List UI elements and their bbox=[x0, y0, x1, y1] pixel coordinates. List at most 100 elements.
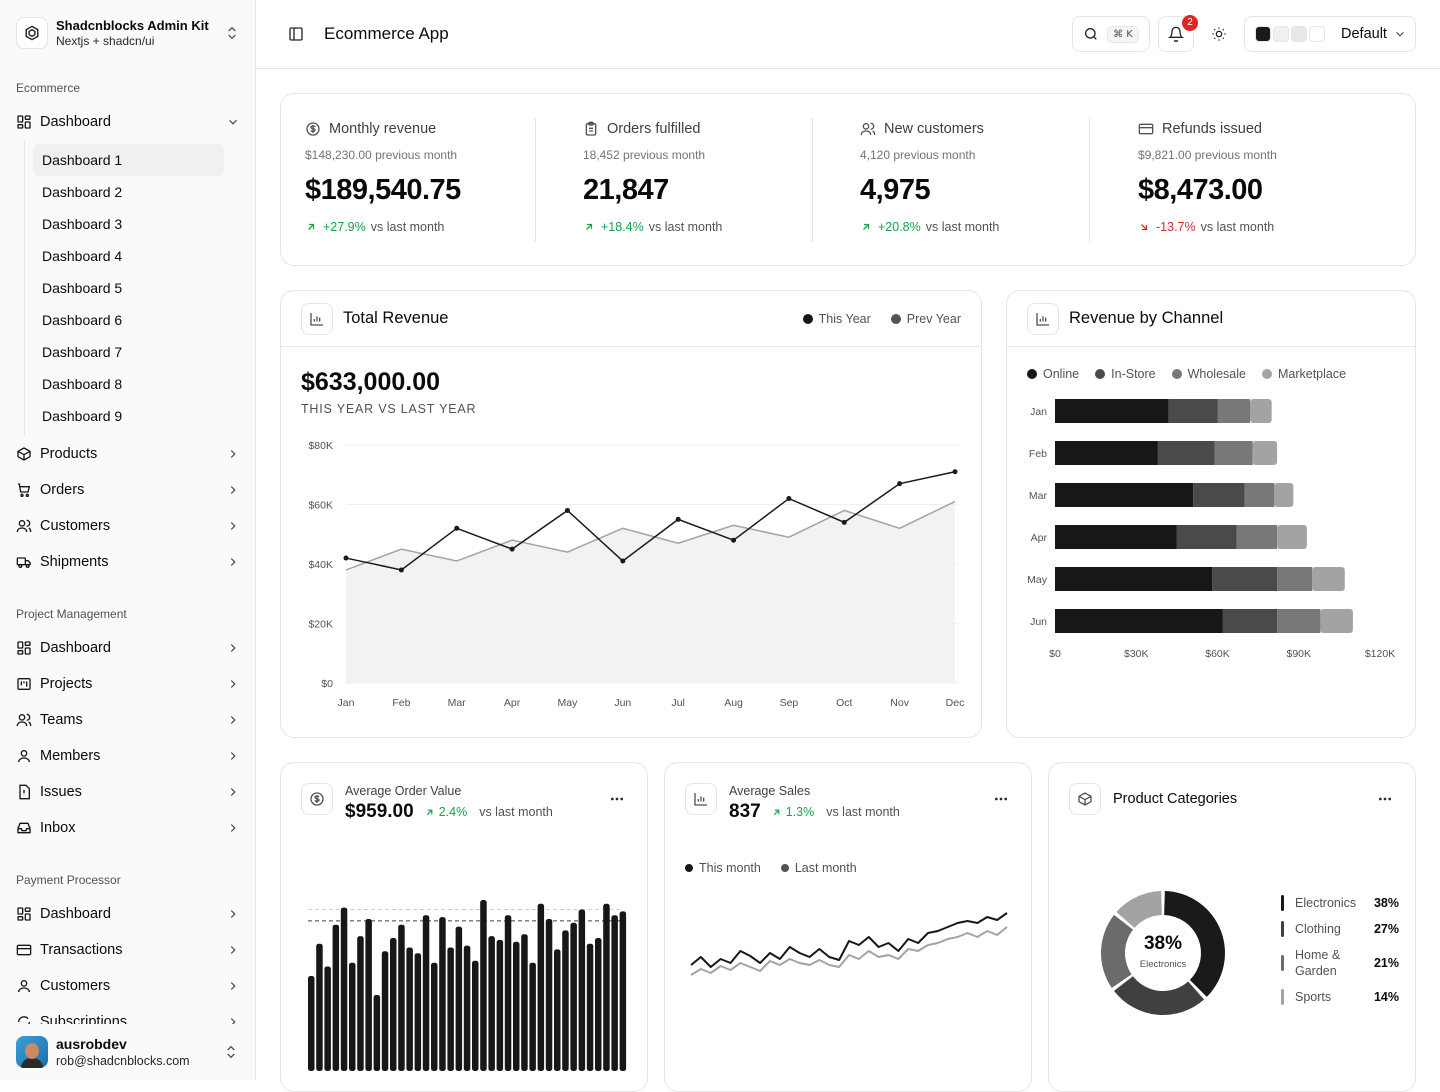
sidebar-subitem-dashboard-6[interactable]: Dashboard 6 bbox=[42, 312, 123, 328]
theme-select[interactable]: Default bbox=[1244, 16, 1416, 52]
notifications-button[interactable]: 2 bbox=[1158, 15, 1198, 52]
channel-bar-segment bbox=[1244, 483, 1275, 507]
prev-year-area bbox=[346, 501, 955, 683]
category-percent: 38% bbox=[1373, 896, 1399, 910]
sidebar-subitem-dashboard-2[interactable]: Dashboard 2 bbox=[42, 184, 123, 200]
sidebar-item-dashboard[interactable]: Dashboard bbox=[0, 104, 255, 140]
sidebar-subitem-dashboard-5[interactable]: Dashboard 5 bbox=[42, 280, 123, 296]
sidebar-item-label: Inbox bbox=[40, 820, 76, 836]
sidebar-item-pay-dashboard[interactable]: Dashboard bbox=[0, 896, 255, 932]
aov-bar bbox=[357, 936, 364, 1071]
more-horizontal-icon[interactable] bbox=[1375, 791, 1395, 807]
sidebar-item-pay-customers[interactable]: Customers bbox=[0, 968, 255, 1004]
sidebar-subitem-dashboard-7[interactable]: Dashboard 7 bbox=[42, 344, 123, 360]
aov-bar bbox=[586, 943, 594, 1071]
sidebar-item-label: Dashboard bbox=[40, 640, 111, 656]
average-order-value-card: Average Order Value $959.00 2.4% vs last … bbox=[280, 762, 648, 1092]
aov-bar bbox=[570, 922, 577, 1071]
channel-bar-segment bbox=[1055, 567, 1213, 591]
search-button[interactable]: ⌘ K bbox=[1072, 16, 1150, 52]
layout-grid-icon bbox=[17, 907, 31, 921]
stat-previous: $9,821.00 previous month bbox=[1138, 148, 1277, 162]
sidebar-toggle-icon[interactable] bbox=[288, 26, 304, 42]
chart-legend: This month Last month bbox=[685, 861, 857, 875]
sidebar-item-orders[interactable]: Orders bbox=[0, 472, 255, 508]
sidebar-item-shipments[interactable]: Shipments bbox=[0, 544, 255, 580]
channel-bar-segment bbox=[1277, 609, 1321, 633]
channel-bar-segment bbox=[1277, 525, 1307, 549]
team-switcher[interactable]: Shadcnblocks Admin Kit Nextjs + shadcn/u… bbox=[16, 16, 240, 50]
y-tick-label: Feb bbox=[1029, 448, 1047, 460]
legend-this-year: This Year bbox=[818, 311, 871, 326]
sidebar-item-products[interactable]: Products bbox=[0, 436, 255, 472]
aov-bar bbox=[545, 919, 553, 1071]
truck-icon bbox=[16, 557, 31, 568]
bell-icon bbox=[1168, 26, 1184, 42]
arrow-up-right-icon bbox=[773, 809, 780, 815]
aov-bar bbox=[578, 909, 586, 1071]
sidebar-item-projects[interactable]: Projects bbox=[0, 666, 255, 702]
sidebar-item-teams[interactable]: Teams bbox=[0, 702, 255, 738]
x-tick-label: Apr bbox=[504, 697, 521, 709]
sidebar-item-inbox[interactable]: Inbox bbox=[0, 810, 255, 846]
sidebar-item-issues[interactable]: Issues bbox=[0, 774, 255, 810]
more-horizontal-icon[interactable] bbox=[991, 791, 1011, 807]
sidebar-item-members[interactable]: Members bbox=[0, 738, 255, 774]
x-tick-label: $120K bbox=[1365, 648, 1395, 660]
theme-swatch bbox=[1291, 26, 1307, 42]
donut-center-label: Electronics bbox=[1139, 959, 1187, 970]
sidebar-item-label: Customers bbox=[40, 978, 111, 994]
category-legend-item: Sports 14% bbox=[1281, 989, 1399, 1005]
x-tick-label: Nov bbox=[890, 697, 909, 709]
channel-bar-segment bbox=[1176, 525, 1237, 549]
sidebar-subitem-dashboard-4[interactable]: Dashboard 4 bbox=[42, 248, 123, 264]
y-tick-label: Mar bbox=[1029, 490, 1048, 502]
sidebar-item-label: Transactions bbox=[40, 942, 123, 958]
sidebar-subitem-dashboard-3[interactable]: Dashboard 3 bbox=[42, 216, 123, 232]
category-name: Clothing bbox=[1295, 922, 1341, 936]
x-tick-label: $30K bbox=[1124, 648, 1149, 660]
this-year-point bbox=[731, 537, 737, 543]
more-horizontal-icon[interactable] bbox=[607, 791, 627, 807]
channel-bar-segment bbox=[1193, 483, 1245, 507]
sidebar-subitem-dashboard-9[interactable]: Dashboard 9 bbox=[42, 408, 123, 424]
sales-line-this-month bbox=[690, 912, 1008, 968]
aov-bar bbox=[316, 943, 323, 1071]
sun-icon[interactable] bbox=[1211, 26, 1227, 42]
group-label-project-management: Project Management bbox=[16, 607, 127, 621]
chevron-right-icon bbox=[230, 752, 236, 760]
aov-bar bbox=[332, 924, 340, 1071]
search-icon bbox=[1085, 28, 1097, 40]
sidebar-item-transactions[interactable]: Transactions bbox=[0, 932, 255, 968]
sidebar-item-customers[interactable]: Customers bbox=[0, 508, 255, 544]
sidebar-subitem-dashboard-1[interactable]: Dashboard 1 bbox=[33, 144, 224, 176]
sidebar-item-pm-dashboard[interactable]: Dashboard bbox=[0, 630, 255, 666]
product-categories-donut bbox=[1100, 891, 1225, 1016]
card-delta: 1.3% bbox=[785, 805, 815, 819]
aov-bar bbox=[554, 949, 561, 1071]
sidebar-item-label: Customers bbox=[40, 518, 111, 534]
stat-previous: 18,452 previous month bbox=[583, 148, 706, 162]
user-email: rob@shadcnblocks.com bbox=[56, 1053, 190, 1068]
stat-new-customers: New customers 4,120 previous month 4,975… bbox=[860, 118, 1090, 242]
total-revenue-card: Total Revenue This Year Prev Year $633,0… bbox=[280, 290, 982, 738]
sidebar-subitem-dashboard-8[interactable]: Dashboard 8 bbox=[42, 376, 123, 392]
stat-refunds-issued: Refunds issued $9,821.00 previous month … bbox=[1138, 118, 1368, 242]
this-year-point bbox=[454, 525, 460, 531]
category-color-bar bbox=[1281, 895, 1284, 911]
x-tick-label: Jan bbox=[338, 697, 355, 709]
credit-card-icon bbox=[16, 944, 32, 956]
this-year-point bbox=[343, 555, 349, 561]
aov-bar bbox=[431, 962, 438, 1071]
aov-bar bbox=[390, 938, 397, 1071]
user-menu[interactable]: ausrobdev rob@shadcnblocks.com bbox=[0, 1024, 255, 1080]
legend-label: Online bbox=[1043, 367, 1080, 381]
aov-bar bbox=[398, 924, 405, 1071]
aov-bar bbox=[504, 915, 512, 1071]
channel-bar-segment bbox=[1055, 609, 1223, 633]
stat-delta-suffix: vs last month bbox=[1200, 220, 1275, 234]
donut-slice bbox=[1100, 914, 1134, 988]
category-legend: Electronics 38% Clothing 27% Home & Garden 21… bbox=[1281, 895, 1399, 1015]
this-year-point bbox=[509, 546, 515, 552]
stat-delta-suffix: vs last month bbox=[370, 220, 445, 234]
